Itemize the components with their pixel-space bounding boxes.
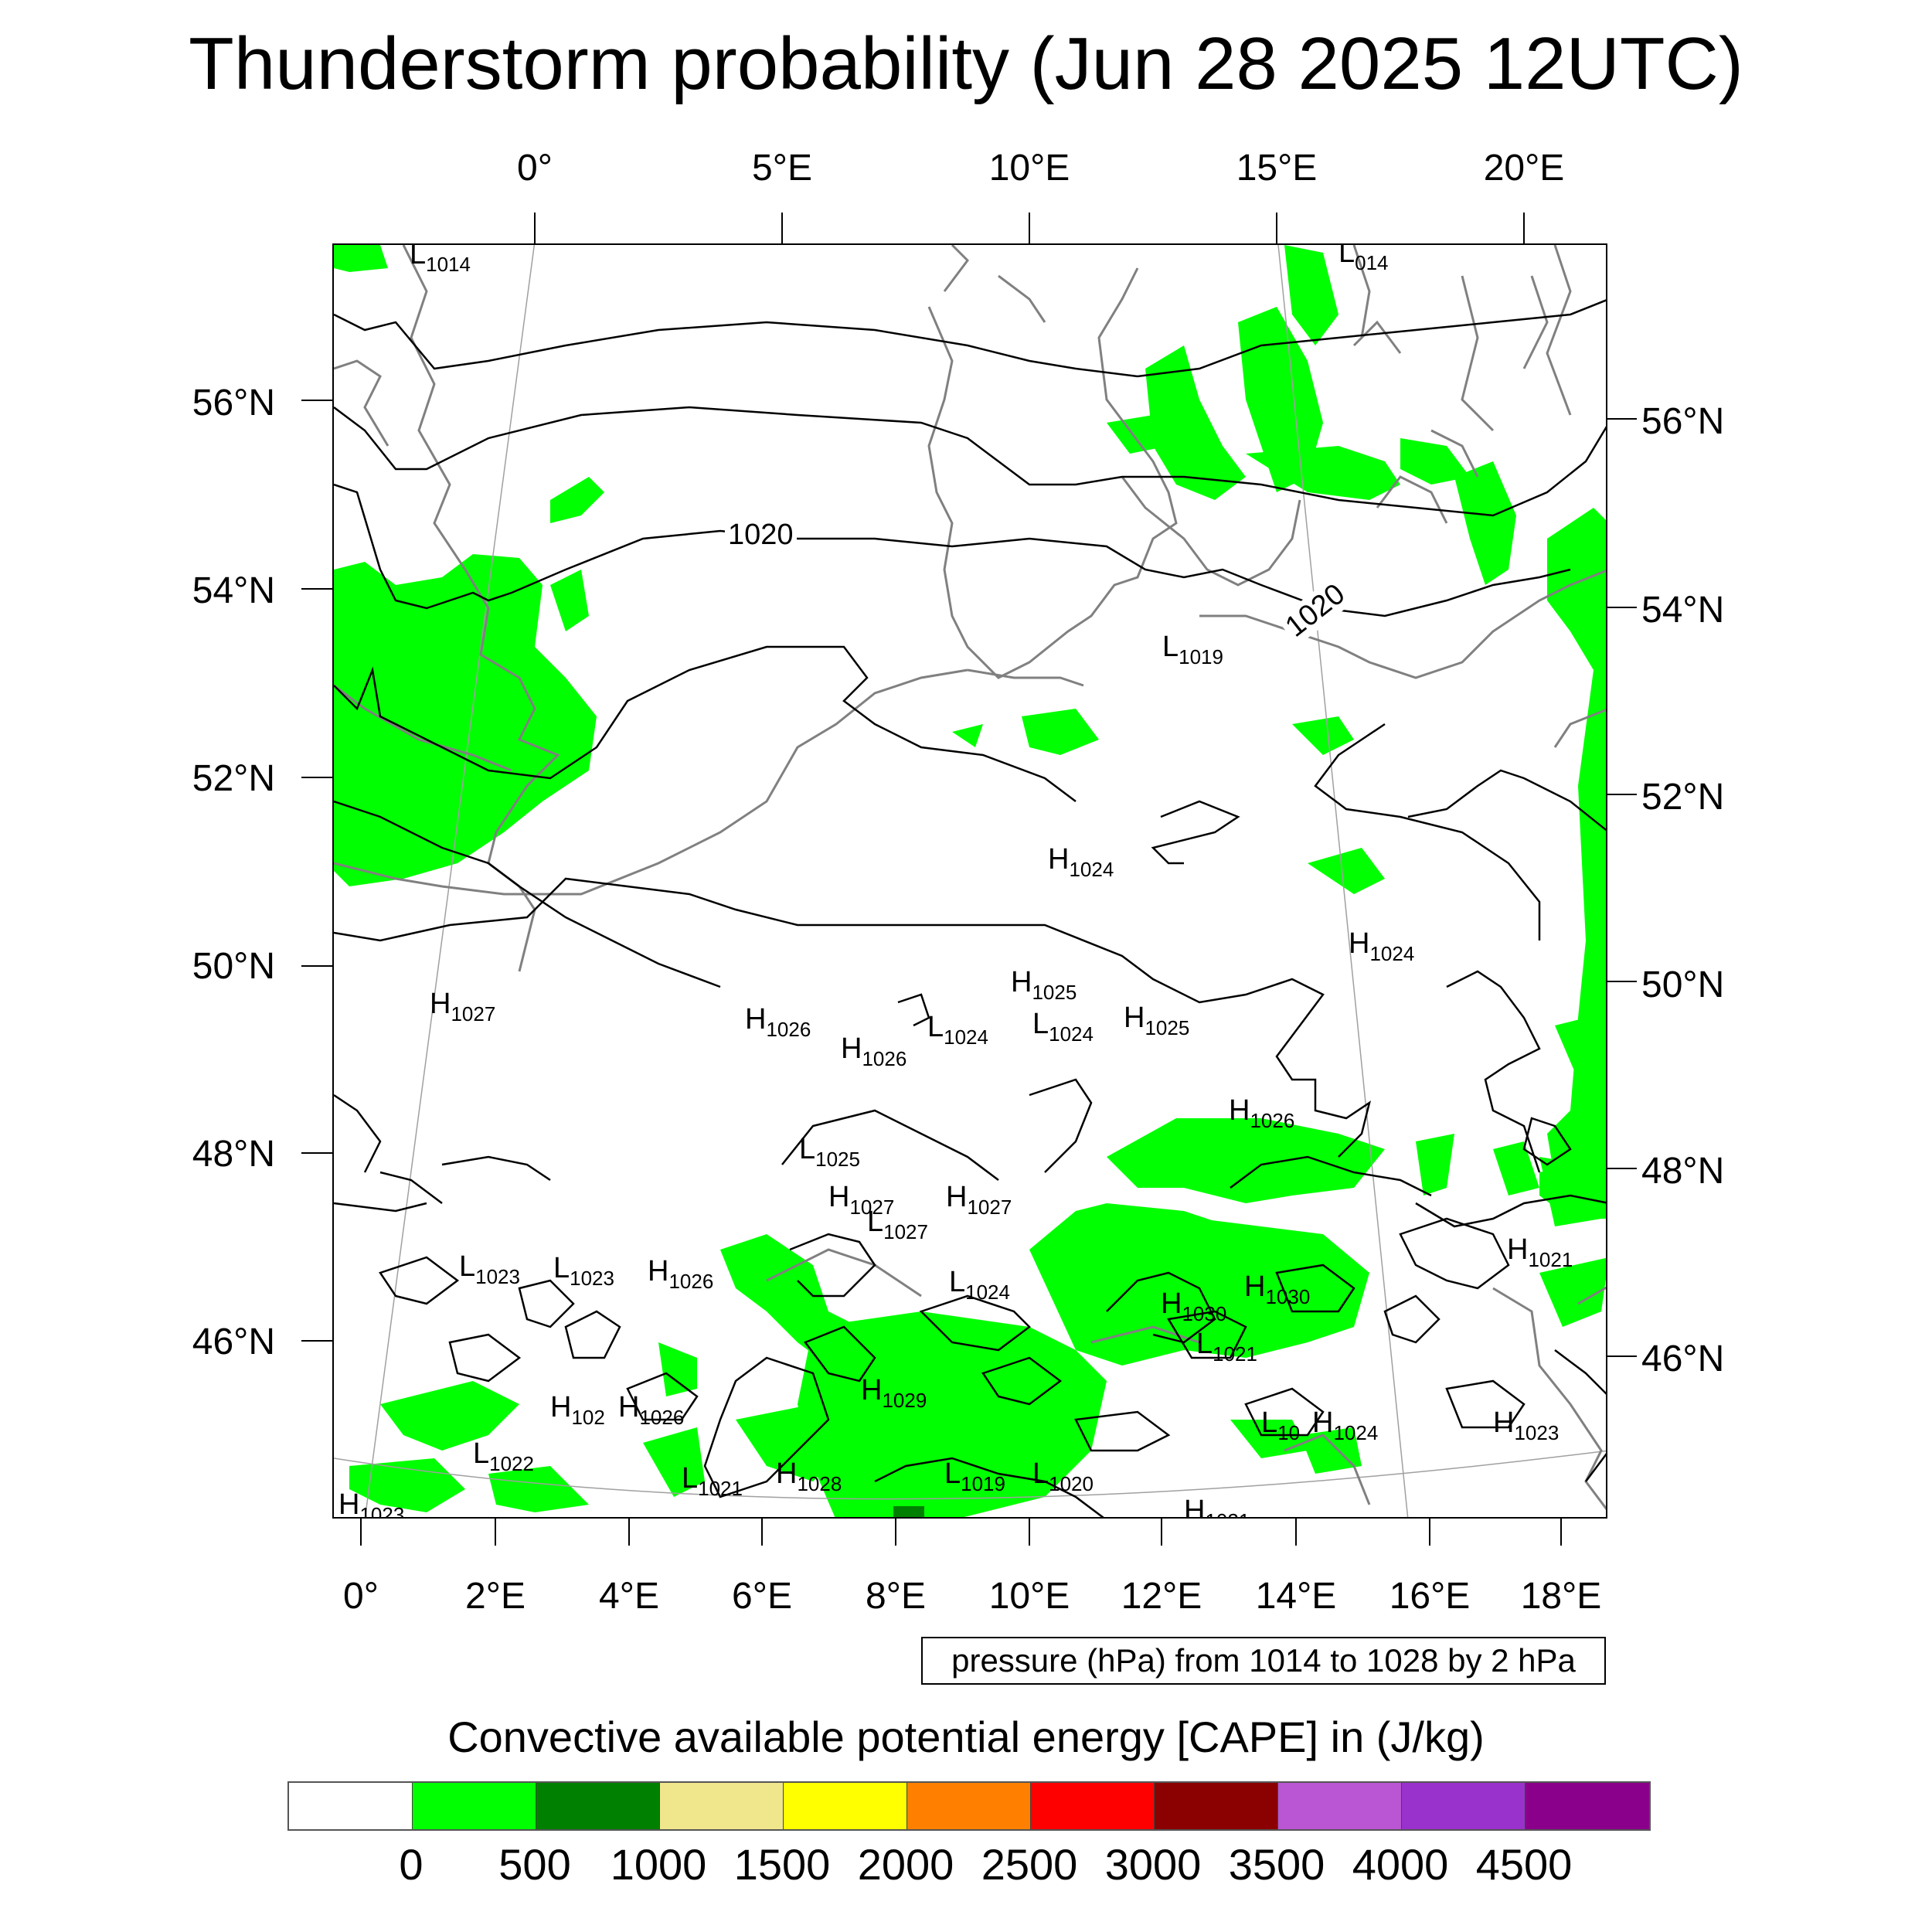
top-lon-tick-10e: 10°E [988,148,1070,189]
pressure-label: H1026 [745,1003,811,1041]
pressure-label: H1026 [841,1032,907,1070]
pressure-label: L1020 [1032,1458,1094,1495]
map-panel[interactable]: L1014 L014 L1019 H1024 H1024 H1027 H1026… [332,243,1607,1519]
pressure-label: L1025 [799,1133,860,1171]
colorbar-label: 3500 [1228,1840,1325,1889]
map-canvas [334,245,1606,1517]
graticule [334,245,1606,1517]
colorbar-segment [784,1783,907,1829]
top-lon-tick-15e: 15°E [1236,148,1318,189]
pressure-label: H1028 [776,1458,842,1495]
pressure-label: H1030 [1244,1270,1311,1308]
colorbar-title: Convective available potential energy [C… [447,1713,1485,1761]
pressure-label: H1025 [1124,1002,1190,1039]
pressure-label: H1030 [1161,1287,1227,1325]
colorbar-label: 500 [498,1840,571,1889]
colorbar-segment [1526,1783,1649,1829]
pressure-label: L1024 [949,1266,1010,1304]
pressure-label: L1027 [867,1206,928,1243]
left-lat-tick-54n: 54°N [192,570,275,611]
pressure-label: H1026 [648,1255,714,1293]
pressure-label: H1026 [1229,1094,1295,1132]
left-lat-tick-56n: 56°N [192,383,275,423]
pressure-label: L1019 [1162,631,1223,668]
colorbar-label: 1500 [733,1840,831,1889]
right-lat-tick-54n: 54°N [1641,590,1725,631]
bottom-lon-tick-2e: 2°E [465,1576,526,1617]
colorbar-label: 0 [399,1840,423,1889]
pressure-label: H1024 [1048,843,1114,881]
right-lat-tick-48n: 48°N [1641,1151,1725,1192]
left-lat-tick-52n: 52°N [192,758,275,799]
pressure-label: H102 [550,1391,605,1429]
bottom-lon-tick-10e: 10°E [988,1576,1070,1617]
colorbar-segment [1278,1783,1402,1829]
isobars [334,299,1606,1517]
right-lat-tick-56n: 56°N [1641,401,1725,442]
colorbar-label: 4000 [1352,1840,1449,1889]
colorbar-segment [1155,1783,1278,1829]
pressure-label: H1027 [430,988,496,1026]
left-lat-tick-48n: 48°N [192,1134,275,1175]
bottom-lon-tick-14e: 14°E [1255,1576,1337,1617]
colorbar-segment [1402,1783,1526,1829]
colorbar-segment [413,1783,536,1829]
coastlines [334,245,1606,1511]
pressure-label: H1024 [1312,1406,1379,1444]
bottom-lon-tick-6e: 6°E [732,1576,792,1617]
bottom-lon-tick-18e: 18°E [1520,1576,1602,1617]
top-lon-tick-5e: 5°E [752,148,812,189]
pressure-label: L1024 [927,1011,988,1049]
left-lat-tick-46n: 46°N [192,1321,275,1362]
pressure-label: H1026 [618,1391,685,1429]
right-lat-tick-52n: 52°N [1641,777,1725,818]
pressure-label: L1023 [553,1252,614,1290]
pressure-label: H1029 [861,1374,927,1412]
cape-areas [334,245,1606,1517]
pressure-label: L1024 [1032,1008,1094,1046]
pressure-label: L1021 [1196,1328,1257,1366]
bottom-lon-tick-12e: 12°E [1121,1576,1202,1617]
bottom-lon-tick-8e: 8°E [866,1576,926,1617]
colorbar-label: 4500 [1475,1840,1573,1889]
pressure-info-box: pressure (hPa) from 1014 to 1028 by 2 hP… [921,1637,1606,1685]
left-lat-tick-50n: 50°N [192,946,275,987]
chart-title: Thunderstorm probability (Jun 28 2025 12… [189,22,1743,105]
pressure-label: H1023 [338,1488,405,1519]
right-lat-tick-50n: 50°N [1641,964,1725,1005]
top-lon-tick-20e: 20°E [1483,148,1565,189]
pressure-label: L1019 [944,1458,1005,1495]
pressure-label: H1024 [1349,927,1415,965]
colorbar-segment [907,1783,1031,1829]
pressure-label: L10 [1261,1406,1301,1444]
pressure-label: L1023 [459,1250,520,1288]
top-lon-tick-0: 0° [517,148,553,189]
colorbar-label: 2500 [981,1840,1078,1889]
pressure-label: H1023 [1493,1406,1560,1444]
colorbar-label: 1000 [610,1840,707,1889]
isobar-value-label: 1020 [725,519,797,552]
bottom-lon-tick-16e: 16°E [1389,1576,1471,1617]
pressure-label: H1021 [1184,1495,1250,1519]
bottom-lon-tick-4e: 4°E [599,1576,659,1617]
colorbar-segment [289,1783,413,1829]
pressure-label: H1025 [1011,966,1077,1004]
pressure-label: L1021 [682,1462,743,1500]
colorbar-segment [1031,1783,1155,1829]
bottom-lon-tick-0: 0° [343,1576,379,1617]
pressure-label: H1021 [1507,1233,1573,1271]
pressure-label: L014 [1338,243,1389,274]
pressure-label: H1027 [828,1181,895,1219]
colorbar-label: 3000 [1104,1840,1202,1889]
right-lat-tick-46n: 46°N [1641,1338,1725,1379]
pressure-label: H1027 [946,1181,1012,1219]
colorbar-label: 2000 [857,1840,954,1889]
colorbar-segment [660,1783,784,1829]
colorbar [287,1781,1651,1831]
colorbar-segment [536,1783,660,1829]
cape-dark-patch [893,1506,924,1517]
pressure-label: L1014 [410,243,471,276]
pressure-label: L1022 [473,1437,534,1475]
